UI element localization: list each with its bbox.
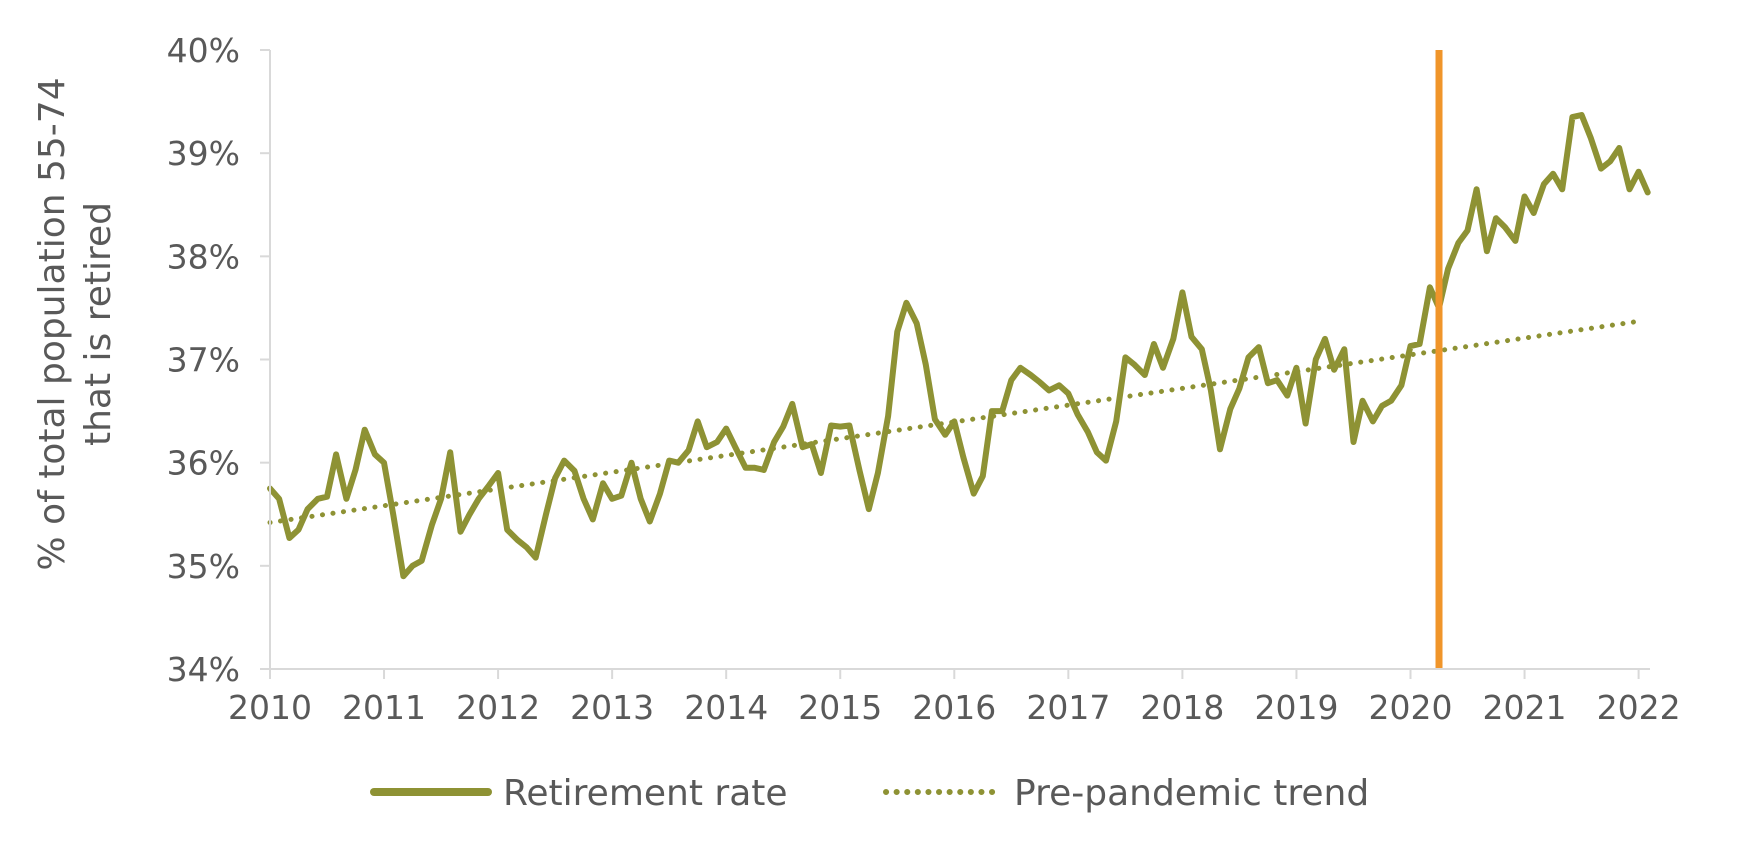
legend-label-pre-pandemic-trend: Pre-pandemic trend — [1014, 773, 1369, 814]
y-axis-title: % of total population 55-74 that is reti… — [32, 77, 119, 570]
x-tick-label: 2010 — [228, 688, 312, 727]
x-tick-label: 2021 — [1483, 688, 1567, 727]
y-axis-title-line-1: % of total population 55-74 — [32, 77, 73, 570]
y-tick-label: 34% — [167, 650, 240, 689]
y-axis-ticks: 34% 35% 36% 37% 38% 39% 40% — [167, 31, 270, 689]
x-tick-label: 2017 — [1026, 688, 1110, 727]
legend: Retirement rate Pre-pandemic trend — [370, 773, 1369, 814]
y-tick-label: 38% — [167, 237, 240, 276]
x-tick-label: 2018 — [1140, 688, 1224, 727]
y-tick-label: 40% — [167, 31, 240, 70]
y-tick-label: 36% — [167, 444, 240, 483]
x-tick-label: 2014 — [684, 688, 768, 727]
x-tick-label: 2019 — [1254, 688, 1338, 727]
x-axis-ticks: 2010 2011 2012 2013 2014 2015 2016 2017 2018 2019… — [228, 669, 1681, 727]
x-tick-label: 2015 — [798, 688, 882, 727]
y-tick-label: 39% — [167, 134, 240, 173]
plot-series — [267, 112, 1651, 580]
legend-label-retirement-rate: Retirement rate — [503, 773, 788, 814]
retirement-rate-line — [267, 112, 1651, 580]
x-tick-label: 2022 — [1597, 688, 1681, 727]
y-axis-title-line-2: that is retired — [78, 202, 119, 446]
axes — [269, 50, 1650, 670]
x-tick-label: 2013 — [570, 688, 654, 727]
x-tick-label: 2016 — [912, 688, 996, 727]
x-tick-label: 2012 — [456, 688, 540, 727]
x-tick-label: 2011 — [342, 688, 426, 727]
y-tick-label: 37% — [167, 341, 240, 380]
y-tick-label: 35% — [167, 547, 240, 586]
x-tick-label: 2020 — [1369, 688, 1453, 727]
